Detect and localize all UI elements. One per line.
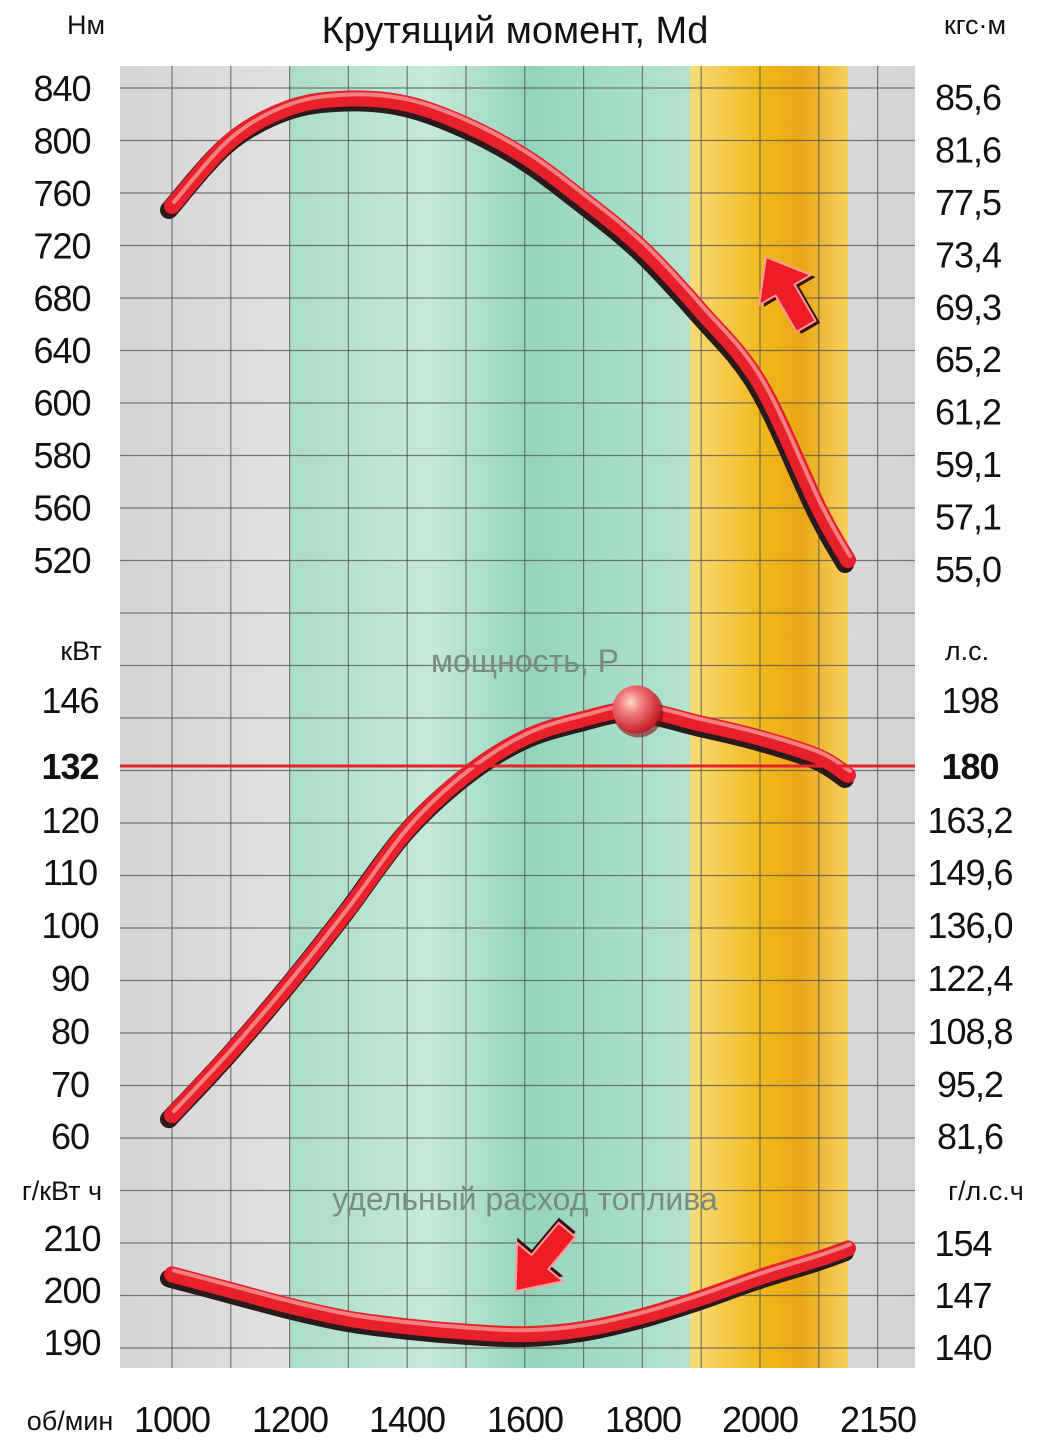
torque-up-arrow xyxy=(757,255,821,334)
power-right-tick: 180 xyxy=(941,746,998,787)
torque-curve-highlight xyxy=(172,92,852,558)
power-left-unit: кВт xyxy=(60,636,101,666)
torque-right-tick: 85,6 xyxy=(935,77,1001,118)
power-left-tick: 60 xyxy=(51,1116,89,1157)
power-right-tick: 122,4 xyxy=(927,958,1012,999)
torque-right-tick: 69,3 xyxy=(935,287,1001,328)
x-axis-tick: 2000 xyxy=(722,1399,798,1440)
torque-left-tick: 800 xyxy=(33,120,90,161)
power-left-tick: 120 xyxy=(41,800,98,841)
torque-left-tick: 840 xyxy=(33,68,90,109)
power-series-label: мощность, P xyxy=(431,643,619,679)
torque-right-tick: 61,2 xyxy=(935,392,1001,433)
x-axis-unit: об/мин xyxy=(27,1406,114,1436)
curves xyxy=(120,90,915,1348)
torque-up-arrow-body xyxy=(757,255,817,334)
labels: Нм кгс·м 840 800 760 720 680 640 600 580 560 520 85,… xyxy=(22,10,1024,1440)
fuel-curve-highlight xyxy=(172,1242,852,1333)
torque-left-unit: Нм xyxy=(67,10,105,40)
torque-right-tick: 55,0 xyxy=(935,549,1001,590)
fuel-down-arrow-body xyxy=(514,1221,577,1293)
power-right-tick: 149,6 xyxy=(927,852,1012,893)
torque-left-tick: 580 xyxy=(33,435,90,476)
fuel-series-label: удельный расход топлива xyxy=(332,1181,718,1217)
fuel-curve xyxy=(164,1240,856,1343)
power-left-tick: 132 xyxy=(41,746,98,787)
torque-left-tick: 520 xyxy=(33,540,90,581)
fuel-right-tick: 154 xyxy=(934,1223,991,1264)
torque-left-tick: 600 xyxy=(33,383,90,424)
x-axis-tick: 1600 xyxy=(487,1399,563,1440)
x-axis-tick: 2150 xyxy=(840,1399,916,1440)
power-right-tick: 198 xyxy=(941,680,998,721)
x-axis-tick: 1800 xyxy=(605,1399,681,1440)
fuel-left-tick: 200 xyxy=(43,1270,100,1311)
power-right-tick: 108,8 xyxy=(927,1011,1012,1052)
fuel-left-tick: 210 xyxy=(43,1218,100,1259)
power-right-tick: 81,6 xyxy=(937,1116,1003,1157)
torque-right-tick: 65,2 xyxy=(935,339,1001,380)
chart-title: Крутящий момент, Md xyxy=(322,10,709,52)
power-left-tick: 146 xyxy=(41,680,98,721)
torque-right-unit: кгс·м xyxy=(944,10,1006,40)
power-left-tick: 90 xyxy=(51,958,89,999)
x-axis-tick: 1400 xyxy=(369,1399,445,1440)
fuel-right-tick: 147 xyxy=(934,1275,991,1316)
torque-right-tick: 57,1 xyxy=(935,497,1001,538)
torque-right-tick: 73,4 xyxy=(935,234,1001,275)
torque-left-tick: 720 xyxy=(33,225,90,266)
x-axis-tick: 1200 xyxy=(252,1399,328,1440)
plot-area xyxy=(120,66,915,1368)
torque-left-tick: 680 xyxy=(33,278,90,319)
power-right-tick: 95,2 xyxy=(937,1064,1003,1105)
torque-left-tick: 760 xyxy=(33,173,90,214)
torque-left-tick: 560 xyxy=(33,488,90,529)
torque-right-tick: 77,5 xyxy=(935,182,1001,223)
power-right-tick: 163,2 xyxy=(927,800,1012,841)
fuel-right-tick: 140 xyxy=(934,1327,991,1368)
torque-curve xyxy=(164,90,856,568)
x-axis-tick: 1000 xyxy=(134,1399,210,1440)
torque-right-tick: 59,1 xyxy=(935,444,1001,485)
fuel-down-arrow xyxy=(514,1217,577,1293)
peak-marker xyxy=(612,685,661,734)
power-left-tick: 80 xyxy=(51,1011,89,1052)
torque-right-tick: 81,6 xyxy=(935,129,1001,170)
power-left-tick: 110 xyxy=(43,852,97,893)
power-curve-highlight xyxy=(172,703,852,1114)
power-right-tick: 136,0 xyxy=(927,905,1012,946)
fuel-right-unit: г/л.с.ч xyxy=(948,1176,1024,1206)
fuel-left-tick: 190 xyxy=(43,1322,100,1363)
power-right-unit: л.с. xyxy=(945,636,989,666)
fuel-left-unit: г/кВт ч xyxy=(22,1176,102,1206)
power-left-tick: 100 xyxy=(41,905,98,946)
power-left-tick: 70 xyxy=(51,1064,89,1105)
torque-left-tick: 640 xyxy=(33,330,90,371)
